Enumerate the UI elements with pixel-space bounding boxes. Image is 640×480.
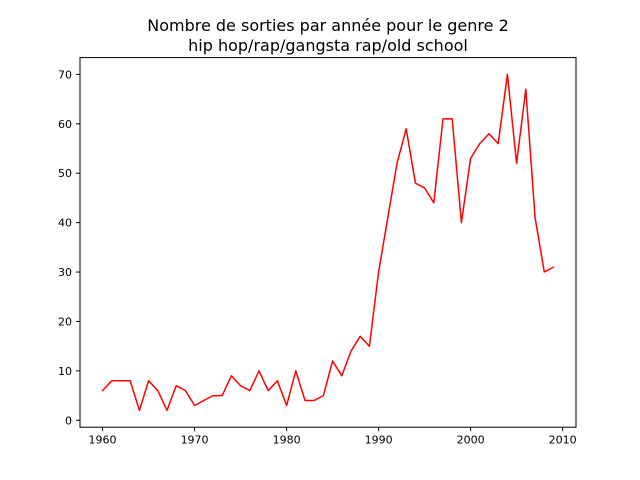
chart-title-line2: hip hop/rap/gangsta rap/old school [188, 36, 468, 55]
plot-frame [79, 57, 577, 428]
y-tick-label: 0 [65, 414, 72, 427]
y-tick-label: 10 [58, 365, 72, 378]
y-tick-label: 70 [58, 68, 72, 81]
x-tick-label: 1960 [89, 434, 117, 447]
y-tick-label: 20 [58, 315, 72, 328]
x-tick-label: 1980 [273, 434, 301, 447]
y-tick-label: 50 [58, 167, 72, 180]
y-tick-label: 40 [58, 217, 72, 230]
x-tick-label: 1990 [365, 434, 393, 447]
x-axis-ticks: 1960 1970 1980 1990 2000 2010 [89, 427, 577, 447]
x-tick-label: 2000 [457, 434, 485, 447]
data-series [101, 73, 555, 412]
x-tick-label: 1970 [181, 434, 209, 447]
y-axis-ticks: 0 10 20 30 40 50 60 70 [58, 68, 80, 427]
data-line [101, 73, 555, 412]
y-tick-label: 30 [58, 266, 72, 279]
chart-title-line1: Nombre de sorties par année pour le genr… [147, 16, 509, 35]
y-tick-label: 60 [58, 118, 72, 131]
x-tick-label: 2010 [549, 434, 577, 447]
